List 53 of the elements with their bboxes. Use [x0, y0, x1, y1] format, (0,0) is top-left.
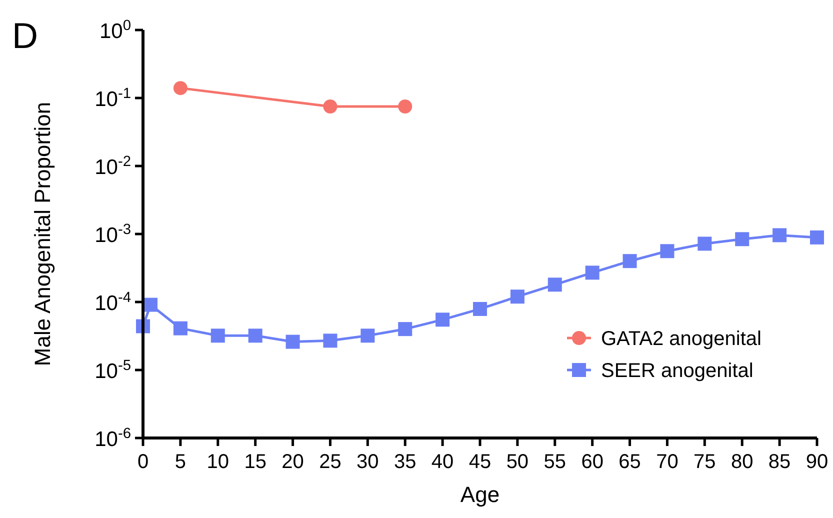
x-tick-label: 5: [174, 451, 186, 473]
point: [473, 302, 487, 316]
point: [436, 312, 450, 327]
point: [698, 236, 712, 251]
x-tick-label: 40: [431, 451, 454, 473]
point: [585, 266, 600, 280]
y-tick-label: 10$^{-6}$: [94, 426, 131, 451]
legend-label: SEER anogenital: [601, 360, 754, 382]
point: [323, 99, 338, 114]
point: [173, 321, 188, 336]
point: [660, 244, 674, 258]
point: [360, 328, 375, 343]
point: [286, 334, 300, 349]
chart-title: D: [12, 15, 38, 56]
point: [210, 328, 225, 343]
x-tick-label: 80: [730, 451, 754, 473]
y-tick-label: 10$^{-1}$: [94, 86, 131, 111]
x-tick-label: 35: [394, 451, 416, 473]
x-tick-label: 30: [356, 451, 379, 473]
point: [548, 278, 562, 292]
x-tick-label: 85: [768, 451, 791, 473]
y-tick-label: 10$^{-5}$: [94, 358, 131, 383]
x-tick-label: 25: [319, 451, 342, 473]
y-tick-label: 10$^{-2}$: [94, 154, 131, 179]
x-axis-title: Age: [460, 482, 500, 507]
x-tick-label: 55: [544, 451, 566, 473]
point: [735, 232, 750, 246]
point: [398, 99, 412, 114]
y-axis-title: Male Anogenital Proportion: [30, 102, 55, 366]
x-tick-label: 75: [694, 451, 716, 473]
y-tick-label: 10$^{0}$: [99, 18, 131, 43]
x-tick-label: 65: [618, 451, 641, 473]
legend-label: GATA2 anogenital: [601, 328, 762, 350]
point: [143, 298, 158, 312]
point: [398, 322, 412, 336]
x-tick-label: 0: [137, 451, 149, 473]
x-tick-label: 90: [806, 451, 828, 473]
point: [323, 334, 338, 348]
point: [173, 81, 188, 96]
y-tick-label: 10$^{-3}$: [94, 222, 131, 247]
x-tick-label: 45: [468, 451, 492, 473]
y-tick-label: 10$^{-4}$: [94, 290, 131, 315]
x-tick-label: 10: [206, 451, 230, 473]
x-tick-label: 15: [244, 451, 266, 473]
x-tick-label: 60: [581, 451, 604, 473]
point: [622, 254, 637, 268]
x-tick-label: 70: [656, 451, 678, 473]
x-tick-label: 20: [282, 451, 304, 473]
point: [810, 230, 824, 244]
point: [772, 228, 787, 242]
point: [510, 290, 524, 304]
point: [248, 328, 262, 343]
x-tick-label: 50: [506, 451, 529, 473]
